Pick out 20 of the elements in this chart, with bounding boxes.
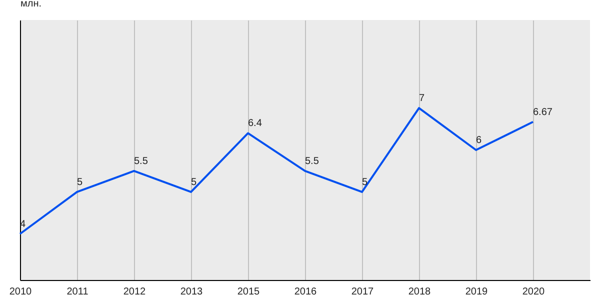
x-tick-label: 2019 bbox=[465, 286, 488, 298]
x-tick-label: 2011 bbox=[66, 286, 89, 298]
data-label: 6.67 bbox=[533, 106, 553, 118]
y-axis-title: млн. bbox=[20, 0, 42, 10]
x-tick-label: 2017 bbox=[351, 286, 374, 298]
data-label: 5.5 bbox=[305, 156, 320, 167]
data-label: 5 bbox=[191, 176, 197, 188]
x-tick-label: 2010 bbox=[9, 286, 32, 298]
x-tick-label: 2020 bbox=[522, 286, 546, 298]
x-tick-label: 2015 bbox=[237, 286, 260, 298]
data-label: 6.4 bbox=[248, 118, 262, 130]
x-tick-label: 2018 bbox=[408, 286, 432, 298]
data-label: 6 bbox=[476, 135, 482, 146]
data-label: 5.5 bbox=[134, 156, 148, 167]
data-label: 5 bbox=[77, 176, 83, 188]
data-label: 7 bbox=[419, 93, 425, 104]
x-tick-label: 2016 bbox=[294, 286, 318, 298]
x-tick-label: 2013 bbox=[180, 286, 204, 298]
x-tick-label: 2012 bbox=[123, 286, 146, 298]
data-label: 5 bbox=[362, 176, 368, 188]
